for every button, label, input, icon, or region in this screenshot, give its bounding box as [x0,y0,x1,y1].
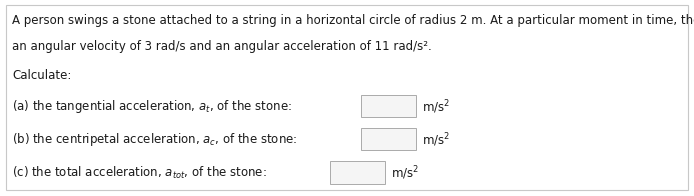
Text: Calculate:: Calculate: [12,69,72,82]
Text: (a) the tangential acceleration, $a_{t}$, of the stone:: (a) the tangential acceleration, $a_{t}$… [12,98,292,115]
Text: m/s$^2$: m/s$^2$ [422,131,450,149]
FancyBboxPatch shape [361,95,416,117]
Text: (b) the centripetal acceleration, $a_{c}$, of the stone:: (b) the centripetal acceleration, $a_{c}… [12,131,298,148]
Text: A person swings a stone attached to a string in a horizontal circle of radius 2 : A person swings a stone attached to a st… [12,14,694,27]
Text: an angular velocity of 3 rad/s and an angular acceleration of 11 rad/s².: an angular velocity of 3 rad/s and an an… [12,40,432,53]
FancyBboxPatch shape [330,161,385,184]
Text: m/s$^2$: m/s$^2$ [422,98,450,116]
FancyBboxPatch shape [361,128,416,151]
Text: (c) the total acceleration, $a_{tot}$, of the stone:: (c) the total acceleration, $a_{tot}$, o… [12,165,267,181]
Text: m/s$^2$: m/s$^2$ [391,165,418,182]
